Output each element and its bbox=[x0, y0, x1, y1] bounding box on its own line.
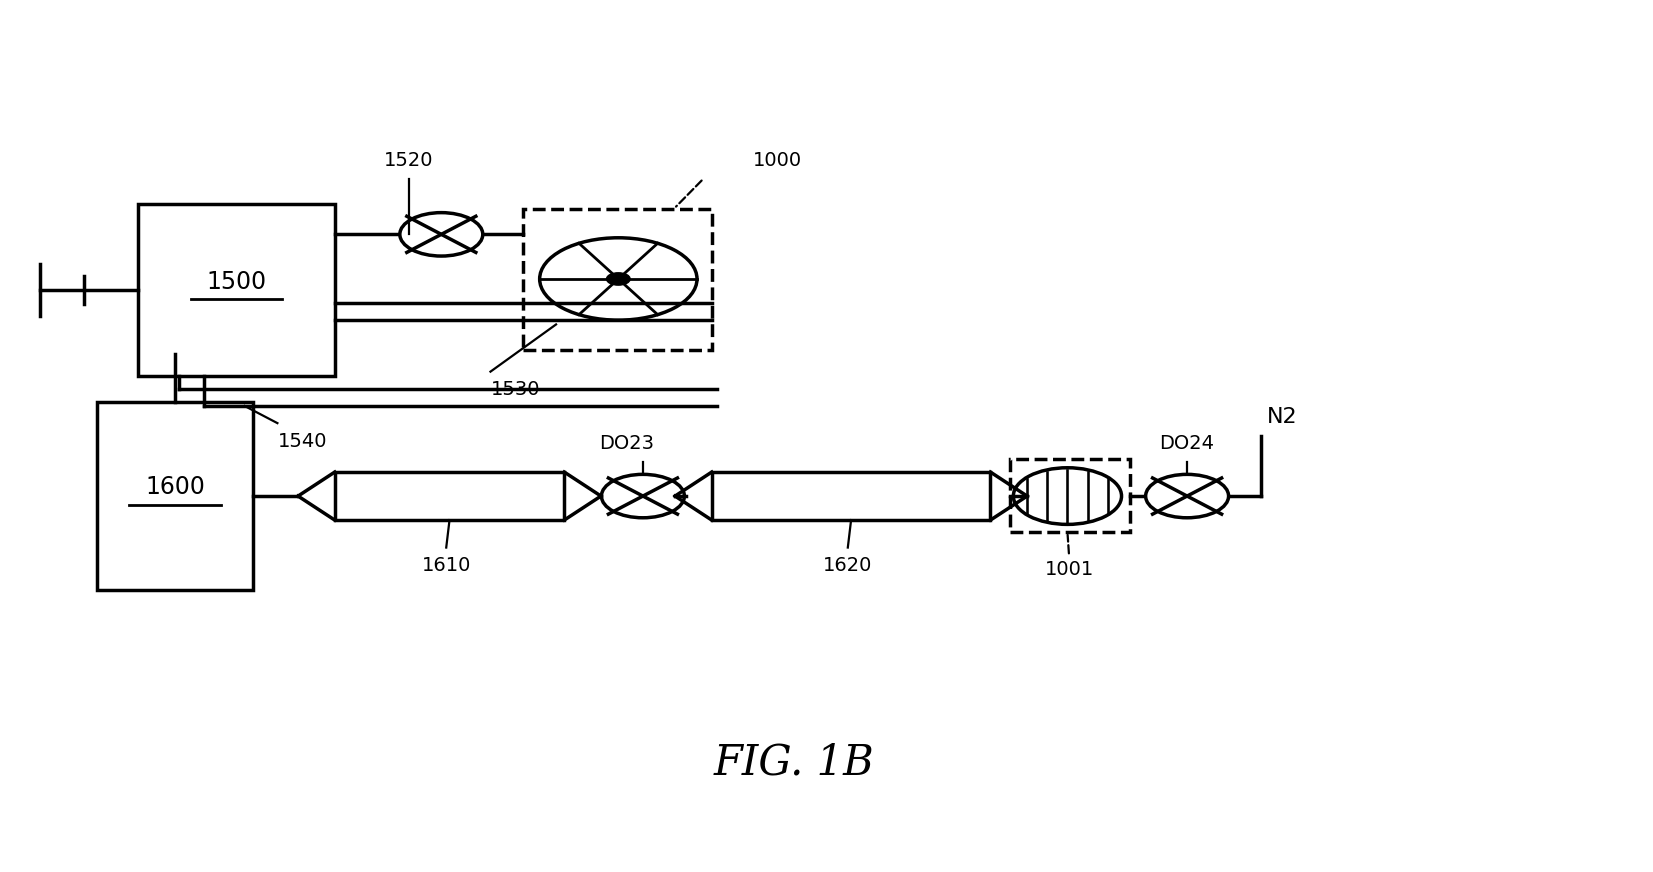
Text: 1000: 1000 bbox=[752, 151, 802, 170]
Bar bbox=[1010, 460, 1129, 532]
Text: 1001: 1001 bbox=[1045, 561, 1094, 579]
Bar bbox=[524, 208, 712, 351]
Bar bbox=[98, 402, 253, 590]
Text: N2: N2 bbox=[1266, 407, 1298, 427]
Text: DO24: DO24 bbox=[1160, 434, 1215, 453]
Bar bbox=[336, 472, 564, 520]
Text: 1520: 1520 bbox=[383, 151, 433, 170]
Text: 1620: 1620 bbox=[823, 556, 873, 576]
Bar bbox=[712, 472, 990, 520]
Text: 1600: 1600 bbox=[145, 475, 205, 500]
Text: 1500: 1500 bbox=[207, 269, 266, 294]
Circle shape bbox=[607, 273, 630, 285]
Text: FIG. 1B: FIG. 1B bbox=[714, 741, 874, 783]
Text: 1530: 1530 bbox=[491, 380, 541, 399]
Bar bbox=[139, 204, 336, 376]
Text: DO23: DO23 bbox=[598, 434, 655, 453]
Text: 1540: 1540 bbox=[278, 432, 327, 451]
Text: 1610: 1610 bbox=[422, 556, 471, 576]
